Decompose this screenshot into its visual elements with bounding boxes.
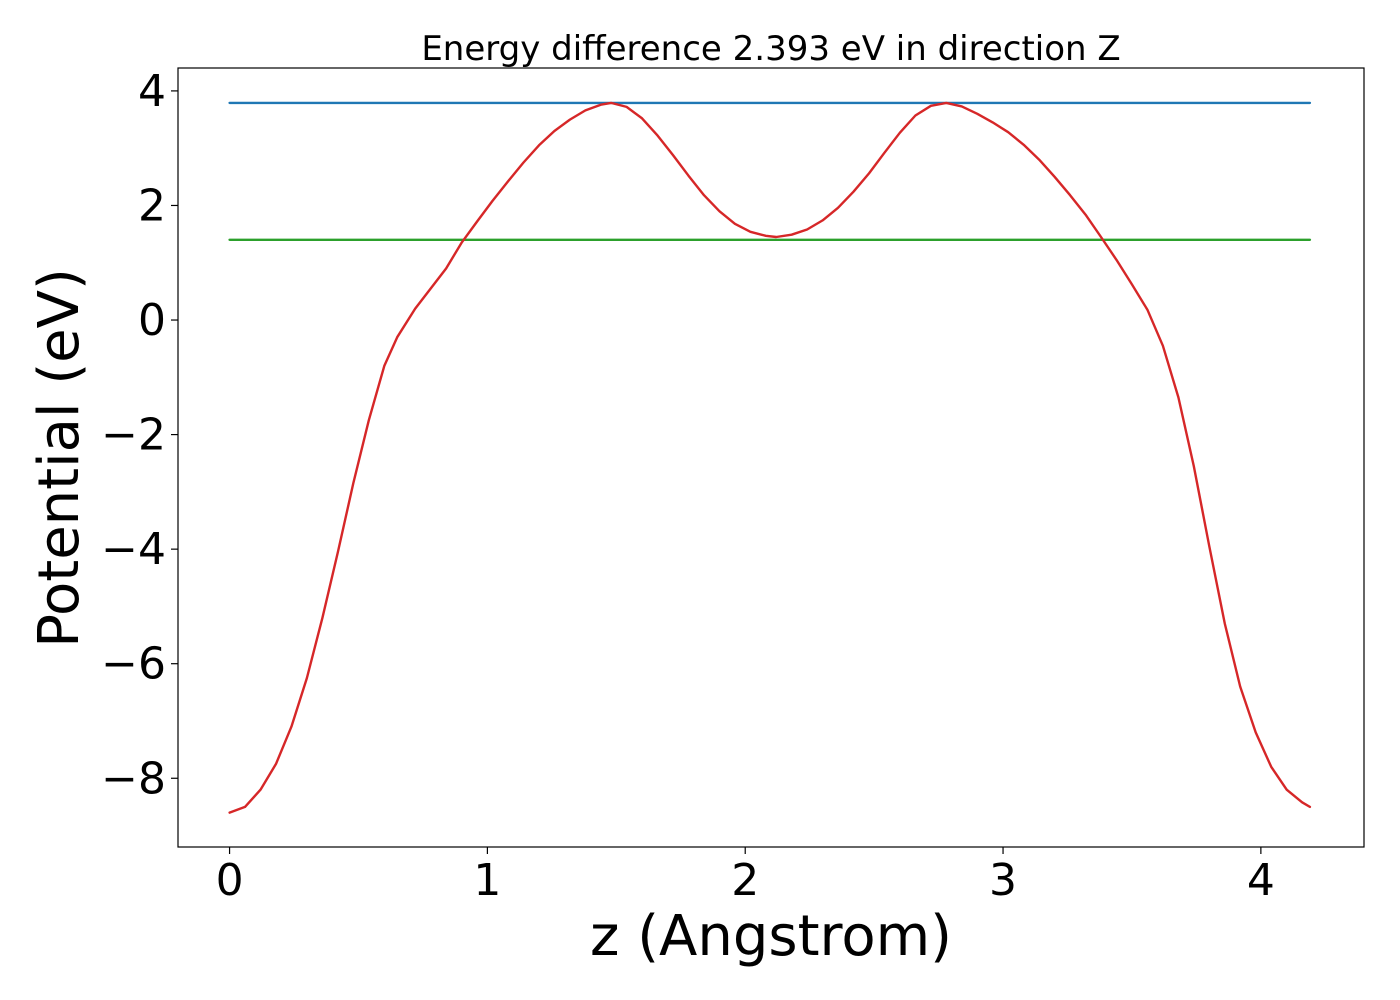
- series-layer: [228, 101, 1312, 814]
- chart-title: Energy difference 2.393 eV in direction …: [421, 29, 1120, 69]
- y-tick-label: 0: [138, 295, 166, 346]
- y-tick-label: 2: [138, 180, 166, 231]
- y-tick-label: 4: [138, 66, 166, 117]
- x-axis-title: z (Angstrom): [590, 904, 952, 969]
- x-tick-label: 2: [731, 855, 759, 906]
- x-tick-label: 4: [1247, 855, 1275, 906]
- y-tick-label: −2: [101, 410, 166, 461]
- plot-frame: [177, 67, 1365, 848]
- x-axis: 0 1 2 3 4: [216, 847, 1275, 906]
- x-tick-label: 0: [216, 855, 244, 906]
- y-axis: −8 −6 −4 −2 0 2 4: [101, 66, 178, 804]
- x-tick-label: 3: [989, 855, 1017, 906]
- y-tick-label: −4: [101, 524, 166, 575]
- series-line-2: [228, 101, 1312, 814]
- y-tick-label: −6: [101, 639, 166, 690]
- x-tick-label: 1: [473, 855, 501, 906]
- y-axis-title: Potential (eV): [27, 268, 92, 648]
- y-tick-label: −8: [101, 753, 166, 804]
